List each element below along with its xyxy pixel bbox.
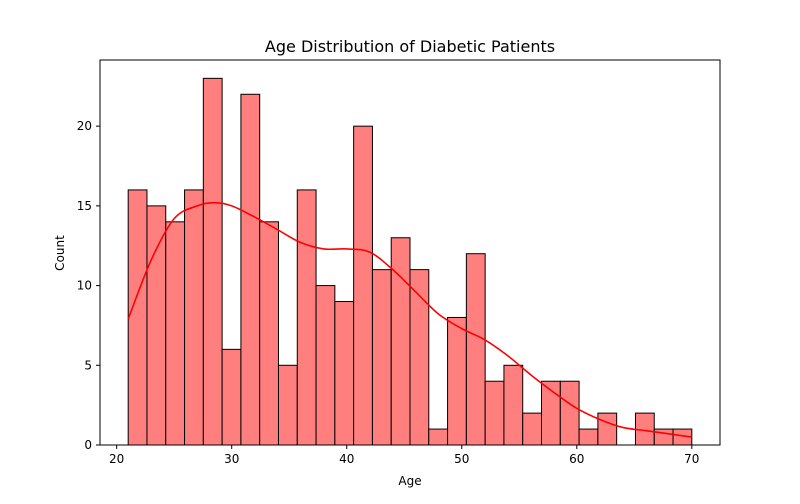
kde-line (127, 201, 692, 438)
plot-frame (99, 59, 721, 446)
x-tick-label: 50 (454, 452, 469, 466)
histogram-bar (578, 428, 599, 446)
histogram-bar (277, 364, 298, 446)
histogram-bar (428, 428, 449, 446)
x-axis: 20 30 40 50 60 70 (109, 445, 699, 466)
y-tick-label: 15 (77, 199, 92, 213)
histogram-bar (465, 253, 486, 446)
histogram-bar (146, 205, 167, 446)
histogram-bar (353, 125, 373, 446)
chart-title: Age Distribution of Diabetic Patients (265, 37, 555, 56)
histogram-bar (259, 221, 279, 446)
y-tick-label: 5 (84, 358, 92, 372)
histogram-bar (165, 221, 186, 446)
histogram-bar (127, 189, 148, 446)
bars-group (127, 77, 693, 446)
histogram-bar (484, 380, 505, 446)
x-axis-label: Age (398, 474, 421, 488)
histogram-bar (522, 412, 543, 446)
y-tick-label: 0 (84, 438, 92, 452)
x-tick-label: 40 (339, 452, 354, 466)
histogram-bar (240, 93, 261, 446)
x-tick-label: 20 (109, 452, 124, 466)
histogram-bar (296, 189, 317, 446)
y-tick-label: 10 (77, 279, 92, 293)
histogram-bar (597, 412, 618, 446)
histogram-bar (447, 316, 467, 446)
histogram-bar (315, 285, 336, 446)
kde-group (127, 201, 692, 438)
histogram-bar (559, 380, 580, 446)
histogram-bar (184, 189, 204, 446)
histogram-bar (371, 269, 392, 446)
y-axis-label: Count (53, 235, 67, 271)
x-tick-label: 60 (569, 452, 584, 466)
y-tick-label: 20 (77, 119, 92, 133)
x-tick-label: 30 (224, 452, 239, 466)
histogram-bar (503, 364, 524, 446)
histogram-bar (202, 77, 223, 446)
y-axis: 0 5 10 15 20 (77, 119, 100, 452)
x-tick-label: 70 (684, 452, 699, 466)
histogram-bar (334, 301, 355, 446)
histogram-bar (221, 348, 242, 446)
histogram-bar (390, 237, 411, 446)
